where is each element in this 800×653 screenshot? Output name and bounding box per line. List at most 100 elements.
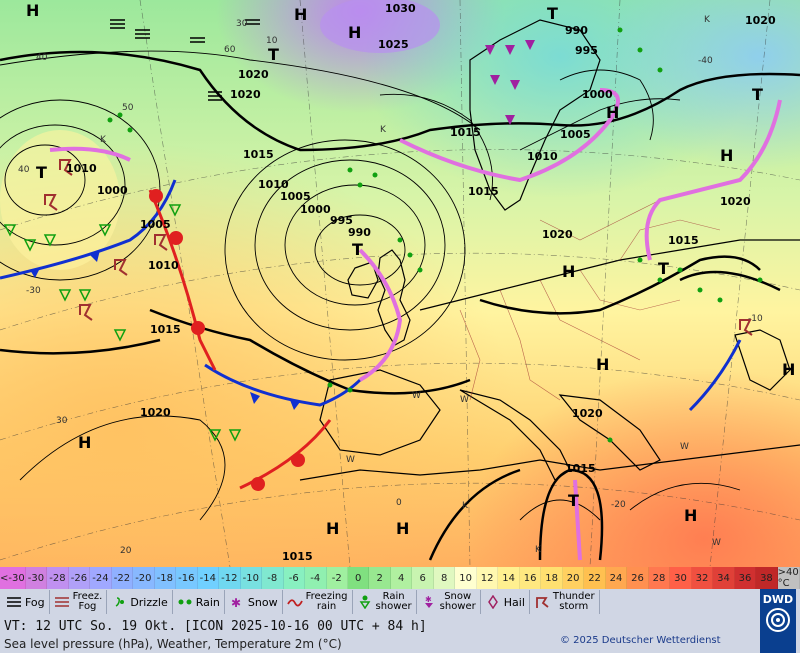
dwd-logo-text: DWD	[762, 593, 794, 606]
svg-text:✱: ✱	[231, 596, 241, 609]
scale-cell: >40 °C	[777, 567, 800, 589]
copyright: © 2025 Deutscher Wetterdienst	[560, 635, 721, 646]
valid-time: VT: 12 UTC So. 19 Okt. [ICON 2025-10-16 …	[4, 619, 427, 634]
legend-item-fog: Fog	[2, 590, 50, 614]
legend-item-label: Snow	[247, 595, 278, 609]
scale-cell: -26	[68, 567, 91, 589]
isobar-label: 1020	[140, 406, 171, 419]
temperature-label: 40	[18, 165, 30, 175]
rain-shower-icon	[357, 594, 373, 610]
scale-cell: 16	[519, 567, 542, 589]
isobar-label: 1005	[560, 128, 591, 141]
temperature-label: -20	[611, 500, 626, 510]
high-pressure-center: H	[684, 506, 697, 525]
scale-cell: 38	[756, 567, 778, 589]
isobar-label: 1010	[527, 150, 558, 163]
high-pressure-center: H	[596, 355, 609, 374]
legend-item-rain: Rain	[173, 590, 225, 614]
high-pressure-center: H	[782, 360, 795, 379]
air-mass-label: K	[100, 135, 107, 145]
scale-cell: 18	[541, 567, 563, 589]
map-canvas: 1030 1020 990 995 1025 1020 1020 1000 10…	[0, 0, 800, 567]
scale-cell: -28	[47, 567, 69, 589]
scale-cell: 6	[412, 567, 434, 589]
scale-cell: -30	[25, 567, 48, 589]
isobar-label: 1025	[378, 38, 409, 51]
freezing-fog-icon	[54, 594, 70, 610]
freezing-rain-icon	[286, 594, 303, 610]
thunderstorm-symbols	[44, 159, 753, 336]
high-pressure-center: H	[78, 433, 91, 452]
air-mass-label: W	[680, 442, 689, 452]
arctic-cold-pool	[320, 0, 440, 53]
temperature-label: 0	[396, 498, 402, 508]
temperature-label: 40	[36, 53, 48, 63]
temperature-label: 10	[266, 36, 278, 46]
map-description: Sea level pressure (hPa), Weather, Tempe…	[4, 637, 342, 651]
fog-symbols	[110, 19, 260, 101]
isobar-label: 1020	[572, 407, 603, 420]
air-mass-label: K	[380, 125, 387, 135]
temperature-label: 60	[224, 45, 236, 55]
temperature-label: -40	[698, 56, 713, 66]
high-pressure-center: H	[562, 262, 575, 281]
isobar-labels: 1030 1020 990 995 1025 1020 1020 1000 10…	[66, 2, 776, 563]
scale-cell: 24	[605, 567, 628, 589]
scale-cell: -12	[219, 567, 241, 589]
temperature-label: -30	[26, 286, 41, 296]
isobar-label: 1030	[385, 2, 416, 15]
dwd-logo: DWD	[760, 589, 796, 653]
high-pressure-center: H	[294, 5, 307, 24]
isobar-label: 1020	[230, 88, 261, 101]
legend-item-label: Freezing rain	[305, 591, 348, 612]
dwd-swirl-icon	[766, 608, 790, 632]
low-pressure-center: T	[36, 163, 47, 182]
legend-item-snow-shower: ✱ Snow shower	[417, 590, 481, 614]
scale-cell: -10	[240, 567, 263, 589]
isobar-label: 1015	[243, 148, 274, 161]
rain-symbols	[107, 27, 763, 443]
scale-cell: -8	[262, 567, 284, 589]
scale-cell: 2	[369, 567, 391, 589]
low-pressure-center: T	[547, 4, 558, 23]
high-pressure-center: H	[26, 1, 39, 20]
air-mass-labels: K K K W W W W K K W	[100, 15, 721, 555]
isobar-label: 995	[575, 44, 598, 57]
scale-cell: -22	[111, 567, 134, 589]
snow-icon: ✱	[229, 594, 245, 610]
legend-item-label: Rain shower	[375, 591, 412, 612]
isobar-label: 1000	[97, 184, 128, 197]
high-pressure-center: H	[720, 146, 733, 165]
isobar-label: 1020	[542, 228, 573, 241]
legend-item-label: Hail	[503, 595, 525, 609]
high-pressure-center: H	[326, 519, 339, 538]
isobar-label: 990	[348, 226, 371, 239]
isobar-label: 1015	[150, 323, 181, 336]
pressure-centers: H H T T T T H H H H H H H H T T H T H	[26, 1, 795, 538]
low-warm-core	[0, 130, 120, 270]
low-pressure-center: T	[352, 240, 363, 259]
cold-front	[0, 179, 742, 412]
air-mass-label: K	[462, 501, 469, 511]
legend-item-rain-shower: Rain shower	[353, 590, 417, 614]
legend-item-freezing-rain: Freezing rain	[283, 590, 353, 614]
legend-item-snow: ✱ Snow	[225, 590, 283, 614]
legend-item-label: Rain	[195, 595, 220, 609]
high-pressure-center: H	[396, 519, 409, 538]
isobar-label: 1015	[450, 126, 481, 139]
temperature-label: 30	[56, 416, 68, 426]
isobar-label: 995	[330, 214, 353, 227]
isobar-label: 1000	[300, 203, 331, 216]
air-mass-label: K	[704, 15, 711, 25]
legend-item-label: Drizzle	[130, 595, 168, 609]
rain-icon	[177, 594, 193, 610]
weather-map: 1030 1020 990 995 1025 1020 1020 1000 10…	[0, 0, 800, 567]
legend-item-label: Fog	[25, 595, 45, 609]
scale-cell: 30	[670, 567, 692, 589]
scale-cell: 28	[648, 567, 671, 589]
legend-item-label: Snow shower	[439, 591, 476, 612]
air-mass-label: W	[412, 391, 421, 401]
fog-icon	[6, 594, 22, 610]
scale-cell: -4	[305, 567, 327, 589]
scale-cell: 14	[498, 567, 520, 589]
